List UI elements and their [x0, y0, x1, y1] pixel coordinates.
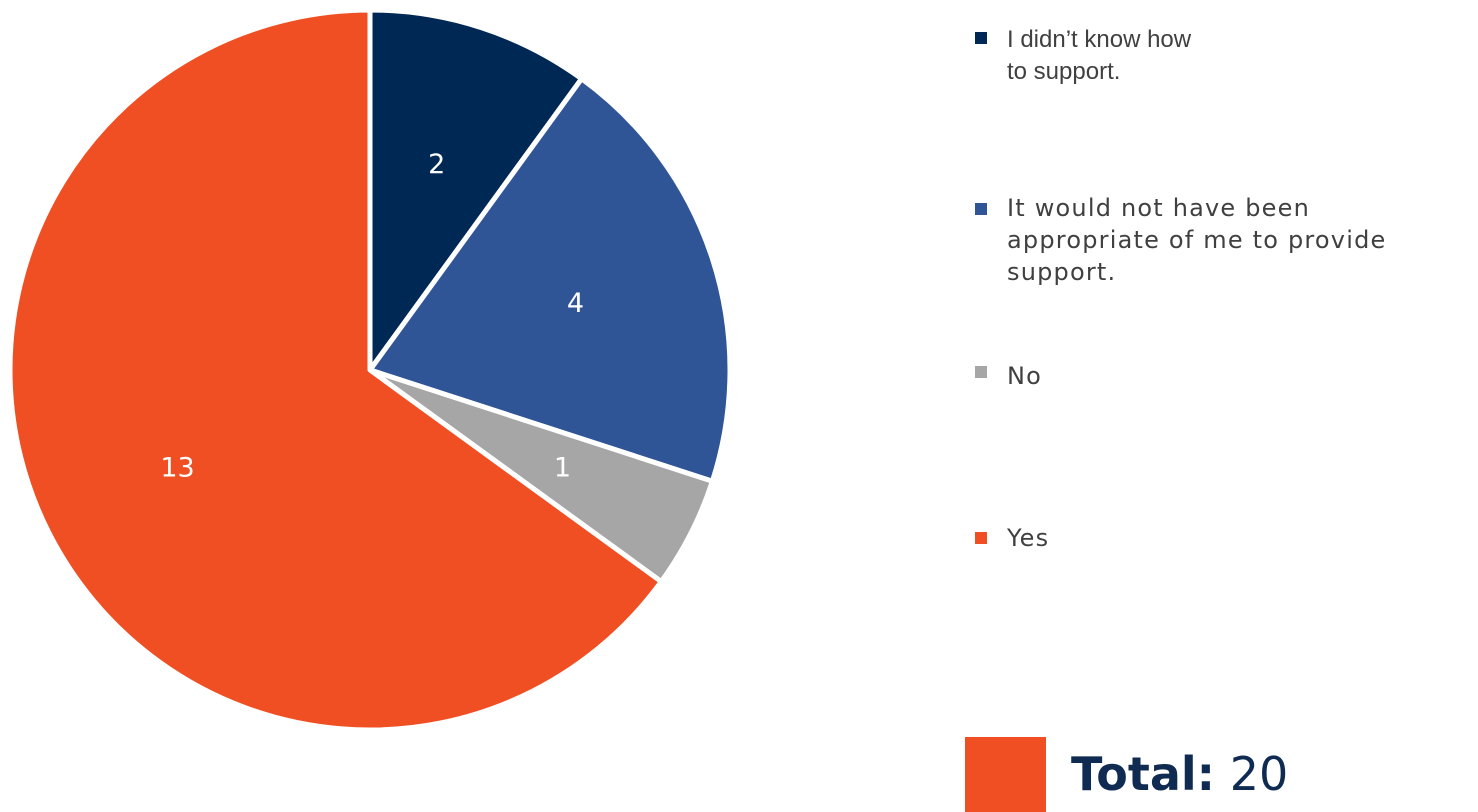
legend-marker — [975, 32, 987, 44]
data-label: 13 — [160, 453, 194, 484]
legend-marker — [975, 366, 987, 378]
total-readout: Total: 20 — [1071, 747, 1288, 801]
legend-label: Yes — [1007, 524, 1050, 552]
legend-item-didnt-know: I didn’t know how to support. — [975, 24, 1191, 88]
pie-slices — [7, 7, 733, 733]
total-swatch — [965, 737, 1046, 812]
slice-not-appropriate — [367, 76, 733, 484]
pie-chart: 2 4 1 13 — [7, 7, 733, 733]
legend-label: It would not have been appropriate of me… — [1007, 194, 1387, 286]
data-label: 1 — [554, 453, 571, 484]
legend-item-yes: Yes — [975, 522, 1049, 554]
slice-yes — [7, 7, 664, 733]
legend-item-no: No — [975, 360, 1042, 392]
slice-didnt-know — [367, 7, 585, 373]
legend-label: No — [1007, 362, 1043, 390]
legend-marker — [975, 203, 987, 215]
legend-item-not-appropriate: It would not have been appropriate of me… — [975, 192, 1386, 288]
data-label: 2 — [428, 149, 445, 180]
data-label: 4 — [567, 288, 584, 319]
total-value: 20 — [1229, 747, 1289, 801]
legend-label: I didn’t know how to support. — [1007, 26, 1192, 85]
total-label: Total: — [1071, 747, 1216, 801]
pie-data-labels: 2 4 1 13 — [160, 149, 584, 483]
legend-marker — [975, 532, 987, 544]
